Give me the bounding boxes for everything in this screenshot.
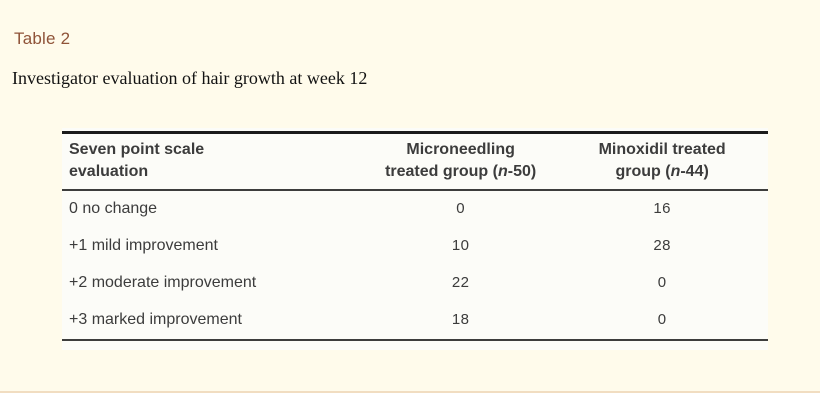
cell-minoxidil-value: 0 bbox=[556, 302, 768, 341]
table-header: Seven point scale evaluation Microneedli… bbox=[62, 131, 768, 191]
data-table: Seven point scale evaluation Microneedli… bbox=[62, 131, 768, 341]
cell-scale-label: +2 moderate improvement bbox=[69, 274, 257, 291]
sample-size-variable: n bbox=[670, 163, 681, 180]
cell-minoxidil-value: 16 bbox=[653, 200, 671, 217]
column-header-evaluation: Seven point scale evaluation bbox=[62, 131, 365, 191]
table-body: 0 no change 0 16 +1 mild improvement 10 … bbox=[62, 190, 768, 341]
table-row: 0 no change 0 16 bbox=[62, 190, 768, 228]
table-figure: Seven point scale evaluation Microneedli… bbox=[62, 128, 768, 350]
cell-microneedling-value: 0 bbox=[456, 200, 465, 217]
cell-scale-label: 0 no change bbox=[69, 200, 158, 217]
cell-minoxidil-value: 0 bbox=[657, 274, 667, 291]
cell-microneedling-value: 10 bbox=[451, 237, 470, 254]
column-header-microneedling-line2: treated group (n-50) bbox=[369, 161, 552, 183]
table-caption: Investigator evaluation of hair growth a… bbox=[12, 68, 368, 88]
cell-scale-label: +1 mild improvement bbox=[69, 237, 218, 254]
header-text: treated group ( bbox=[385, 163, 498, 180]
table-row: +2 moderate improvement 22 0 bbox=[62, 265, 768, 302]
header-text: -44) bbox=[680, 163, 709, 180]
cell-microneedling-value: 18 bbox=[364, 302, 557, 341]
column-header-microneedling-line1: Microneedling bbox=[406, 141, 515, 158]
table-number-label: Table 2 bbox=[14, 29, 71, 48]
cell-microneedling-value: 22 bbox=[451, 274, 470, 291]
column-header-evaluation-label: Seven point scale evaluation bbox=[69, 141, 205, 180]
column-header-minoxidil: Minoxidil treated group (n-44) bbox=[556, 131, 768, 191]
cell-minoxidil-value: 28 bbox=[653, 237, 671, 254]
sample-size-variable: n bbox=[497, 163, 508, 180]
column-header-minoxidil-line1: Minoxidil treated bbox=[598, 141, 726, 158]
column-header-microneedling: Microneedling treated group (n-50) bbox=[364, 131, 557, 191]
header-text: -50) bbox=[507, 163, 537, 180]
table-header-row: Seven point scale evaluation Microneedli… bbox=[62, 131, 768, 191]
cell-scale-label: +3 marked improvement bbox=[62, 302, 365, 341]
header-text: group ( bbox=[615, 163, 671, 180]
table-row: +1 mild improvement 10 28 bbox=[62, 228, 768, 265]
table-row: +3 marked improvement 18 0 bbox=[62, 302, 768, 341]
column-header-minoxidil-line2: group (n-44) bbox=[560, 161, 764, 183]
